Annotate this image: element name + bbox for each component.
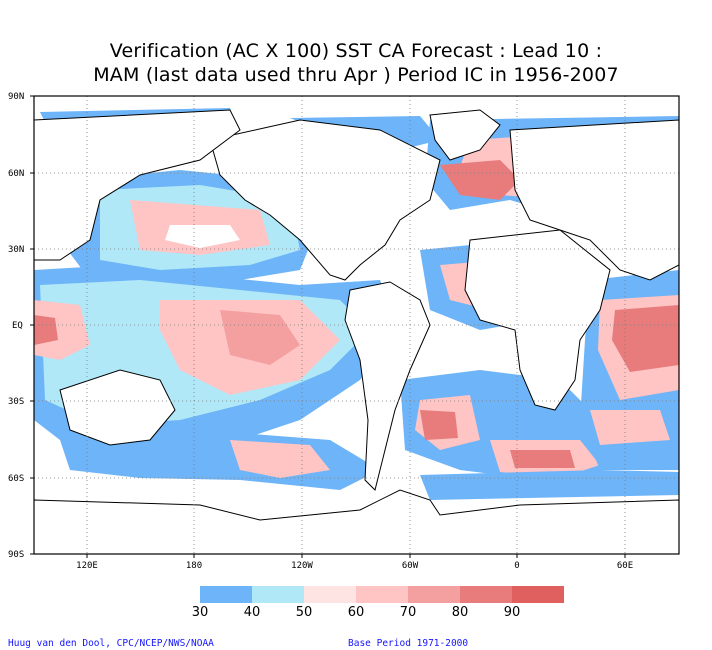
africa-outline [464,229,611,411]
lon-label-60w: 60W [402,561,419,571]
lon-label-60e: 60E [617,561,633,571]
south-pacific-pink [230,440,330,478]
colorbar-swatch [304,586,356,603]
lat-label-60n: 60N [8,169,24,179]
colorbar-level-label: 50 [295,605,313,620]
coastlines [33,109,680,555]
colorbar [200,586,564,603]
west-pacific-pink [34,300,90,360]
colorbar-level-label: 70 [399,605,417,620]
lon-label-180: 180 [186,561,202,571]
colorbar-swatch [356,586,408,603]
southern-ocean-red [510,450,575,468]
colorbar-swatch [460,586,512,603]
eurasia-outline [33,109,241,261]
colorbar-level-label: 30 [191,605,209,620]
colorbar-swatch [408,586,460,603]
credit-author: Huug van den Dool, CPC/NCEP/NWS/NOAA [8,638,214,649]
north-pacific-white [165,225,240,248]
north-america-outline [209,119,441,281]
lon-label-120e: 120E [76,561,98,571]
lon-label-0: 0 [514,561,519,571]
lat-label-30n: 30N [8,245,24,255]
colorbar-swatch [252,586,304,603]
chart-title-line-1: Verification (AC X 100) SST CA Forecast … [109,40,603,62]
lon-label-120w: 120W [291,561,313,571]
south-america-outline [344,281,431,491]
tropical-pacific-red [220,310,300,365]
indian-ocean-red [612,305,679,372]
west-pacific-red [34,315,58,345]
lat-label-eq: EQ [12,321,23,331]
colorbar-level-label: 90 [503,605,521,620]
tick-marks [30,95,626,558]
colorbar-level-label: 40 [243,605,261,620]
lat-label-30s: 30S [8,397,24,407]
colorbar-swatch [512,586,564,603]
colorbar-level-label: 80 [451,605,469,620]
lat-label-60s: 60S [8,474,24,484]
colorbar-swatch [200,586,252,603]
colorbar-level-label: 60 [347,605,365,620]
south-atlantic-red [420,410,458,440]
lat-label-90s: 90S [8,550,24,560]
greenland-outline [429,109,501,161]
antarctica-outline [33,489,680,555]
indian-ocean-south-pink [590,410,670,445]
far-south-blue [420,470,679,500]
credit-base-period: Base Period 1971-2000 [348,638,469,649]
north-atlantic-red [440,160,520,200]
grid [34,96,679,554]
lat-label-90n: 90N [8,92,24,102]
australia-outline [59,369,176,446]
chart-title-line-2: MAM (last data used thru Apr ) Period IC… [93,64,619,86]
